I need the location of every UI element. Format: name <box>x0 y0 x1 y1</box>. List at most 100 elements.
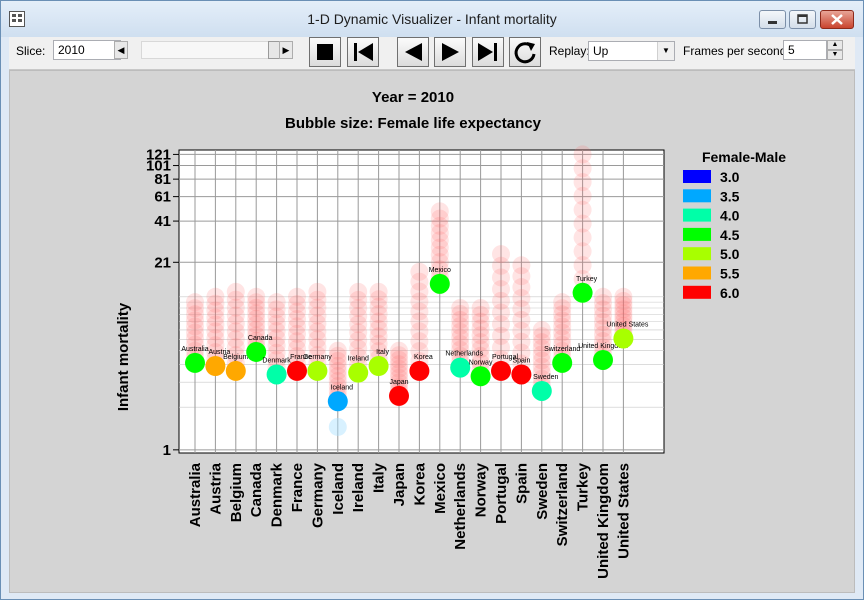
replay-button[interactable] <box>509 37 541 67</box>
bubble[interactable] <box>470 366 491 387</box>
maximize-button[interactable] <box>789 10 816 29</box>
slice-slider[interactable] <box>141 41 285 59</box>
close-button[interactable] <box>820 10 854 29</box>
trail-bubble <box>492 291 510 310</box>
bubble[interactable] <box>246 341 267 362</box>
bubble[interactable] <box>409 360 430 381</box>
data-point[interactable]: Mexico <box>429 267 451 294</box>
trail-bubble <box>594 287 612 306</box>
data-point[interactable]: Italy <box>368 349 390 377</box>
point-label: Australia <box>181 346 208 353</box>
legend-swatch <box>683 170 711 183</box>
point-label: United Kingdom <box>578 343 628 350</box>
data-point[interactable]: Japan <box>389 379 409 406</box>
slice-left-arrow[interactable]: ◀ <box>114 41 128 59</box>
trail-bubble <box>308 314 327 333</box>
bubble[interactable] <box>389 385 409 406</box>
bubble[interactable] <box>613 328 634 349</box>
skip-back-icon <box>354 43 373 61</box>
trail-bubble <box>553 317 572 336</box>
trail-bubble <box>247 304 266 323</box>
data-point[interactable]: France <box>287 354 312 381</box>
slice-right-arrow[interactable]: ▶ <box>279 41 293 59</box>
trail-bubble <box>451 316 470 335</box>
data-point[interactable]: Canada <box>246 335 273 362</box>
data-point[interactable]: Turkey <box>572 276 598 303</box>
trail-bubble <box>492 303 510 322</box>
bubble[interactable] <box>348 362 369 383</box>
trail-bubble <box>206 308 225 327</box>
trail-bubble <box>410 332 429 351</box>
step-back-button[interactable] <box>397 37 429 67</box>
replay-select[interactable]: Up ▼ <box>588 41 675 61</box>
trail-bubble <box>492 256 510 275</box>
bubble[interactable] <box>491 360 511 381</box>
bubble[interactable] <box>225 360 246 381</box>
trail-bubble <box>349 339 368 358</box>
trail-bubble <box>288 347 306 366</box>
slice-field[interactable]: 2010 <box>53 40 121 60</box>
minimize-button[interactable] <box>759 10 786 29</box>
trail-bubble <box>430 238 449 257</box>
trail-bubble <box>288 324 306 343</box>
bubble[interactable] <box>552 352 573 373</box>
x-tick-label: France <box>289 463 306 512</box>
trail-bubble <box>226 322 245 341</box>
trail-bubble <box>226 314 245 333</box>
step-forward-button[interactable] <box>434 37 466 67</box>
trail-bubble <box>492 280 510 299</box>
trail-bubble <box>430 209 449 228</box>
app-icon <box>9 11 25 27</box>
trail-bubble <box>573 256 592 275</box>
data-point[interactable]: Australia <box>181 346 209 373</box>
data-point[interactable]: Germany <box>303 354 332 381</box>
data-point[interactable]: Ireland <box>347 356 369 383</box>
x-tick-label: Denmark <box>269 462 286 527</box>
point-label: United States <box>606 321 649 328</box>
point-label: Turkey <box>576 276 598 283</box>
x-tick-label: Norway <box>473 462 490 517</box>
data-point[interactable]: United States <box>606 321 649 349</box>
bubble[interactable] <box>205 356 226 377</box>
bubble[interactable] <box>593 349 613 370</box>
data-point[interactable]: Denmark <box>262 357 291 385</box>
bubble[interactable] <box>266 364 287 385</box>
bubble[interactable] <box>429 273 450 294</box>
data-point[interactable]: Korea <box>409 354 433 381</box>
data-point[interactable]: Iceland <box>327 384 353 412</box>
bubble[interactable] <box>287 360 307 381</box>
fps-up-button[interactable]: ▲ <box>827 40 843 50</box>
trail-bubble <box>267 336 286 355</box>
data-point[interactable]: Switzerland <box>544 346 580 373</box>
trail-bubble <box>553 305 572 324</box>
data-point[interactable]: Norway <box>469 359 493 387</box>
bubble[interactable] <box>185 352 205 373</box>
data-point[interactable]: Netherlands <box>445 351 484 378</box>
data-point[interactable]: United Kingdom <box>578 343 628 370</box>
go-to-start-button[interactable] <box>347 37 379 67</box>
stop-button[interactable] <box>309 37 341 67</box>
bubble[interactable] <box>327 391 348 412</box>
trail-bubble <box>553 311 572 330</box>
bubble[interactable] <box>307 360 328 381</box>
chart-subtitle: Bubble size: Female life expectancy <box>285 115 542 132</box>
data-point[interactable]: Portugal <box>491 354 518 381</box>
bubble[interactable] <box>450 357 471 378</box>
fps-down-button[interactable]: ▼ <box>827 50 843 60</box>
data-point[interactable]: Belgium <box>223 354 249 381</box>
go-to-end-button[interactable] <box>472 37 504 67</box>
title-bar[interactable]: 1-D Dynamic Visualizer - Infant mortalit… <box>1 1 863 37</box>
fps-field[interactable]: 5 <box>783 40 827 60</box>
y-tick-label: 121 <box>146 146 171 163</box>
data-point[interactable]: Sweden <box>531 374 559 401</box>
data-point[interactable]: Spain <box>511 357 532 385</box>
replay-label: Replay: <box>549 44 590 58</box>
bubble[interactable] <box>572 282 593 303</box>
bubble[interactable] <box>531 380 552 401</box>
legend-label: 3.5 <box>720 188 740 204</box>
trail-bubble <box>206 301 225 320</box>
data-point[interactable]: Austria <box>205 349 230 377</box>
bubble[interactable] <box>368 356 389 377</box>
bubble[interactable] <box>511 364 532 385</box>
